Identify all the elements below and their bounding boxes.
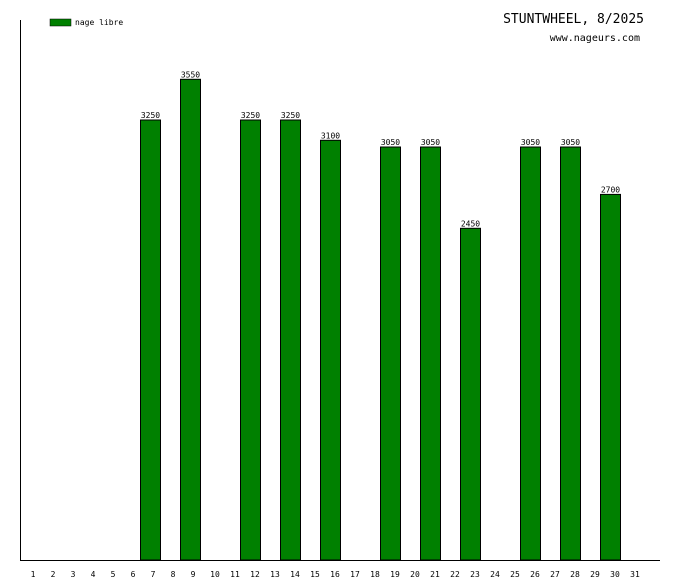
x-tick-label: 14 xyxy=(290,570,300,579)
bar-value-label: 3550 xyxy=(181,70,200,79)
bar xyxy=(600,193,621,561)
x-tick-label: 11 xyxy=(230,570,240,579)
bar xyxy=(180,78,201,561)
bar-value-label: 3050 xyxy=(521,138,540,147)
bar xyxy=(560,146,581,561)
x-tick-label: 8 xyxy=(171,570,176,579)
bar-value-label: 3050 xyxy=(561,138,580,147)
bar xyxy=(140,119,161,561)
bar-value-label: 2700 xyxy=(601,185,620,194)
x-tick-label: 15 xyxy=(310,570,320,579)
x-tick-label: 19 xyxy=(390,570,400,579)
x-tick-label: 20 xyxy=(410,570,420,579)
bar xyxy=(280,119,301,561)
x-tick-label: 30 xyxy=(610,570,620,579)
legend-label: nage libre xyxy=(75,18,123,27)
bar xyxy=(320,139,341,561)
x-tick-label: 23 xyxy=(470,570,480,579)
x-tick-label: 18 xyxy=(370,570,380,579)
x-tick-label: 16 xyxy=(330,570,340,579)
x-tick-label: 24 xyxy=(490,570,500,579)
x-tick-label: 3 xyxy=(71,570,76,579)
x-tick-label: 26 xyxy=(530,570,540,579)
data-labels: 3250 3550 3250 3250 3100 3050 3050 2450 3050 3050… xyxy=(141,70,620,228)
x-tick-label: 7 xyxy=(151,570,156,579)
x-tick-label: 12 xyxy=(250,570,260,579)
bar xyxy=(240,119,261,561)
x-tick-label: 13 xyxy=(270,570,280,579)
x-tick-label: 4 xyxy=(91,570,96,579)
x-tick-labels: 1 2 3 4 5 6 7 8 9 10 11 12 13 14 15 16 17 18 19 20 21 22 23 24 2… xyxy=(31,570,640,579)
x-tick-label: 5 xyxy=(111,570,116,579)
bar-value-label: 3250 xyxy=(241,111,260,120)
bar-value-label: 3050 xyxy=(421,138,440,147)
x-tick-label: 17 xyxy=(350,570,360,579)
bar-value-label: 2450 xyxy=(461,219,480,228)
bar xyxy=(520,146,541,561)
x-tick-label: 22 xyxy=(450,570,460,579)
bar xyxy=(460,227,481,561)
bar xyxy=(380,146,401,561)
chart-subtitle: www.nageurs.com xyxy=(550,33,640,44)
x-tick-label: 6 xyxy=(131,570,136,579)
x-tick-label: 25 xyxy=(510,570,520,579)
x-tick-label: 10 xyxy=(210,570,220,579)
bars xyxy=(140,78,621,561)
x-tick-label: 28 xyxy=(570,570,580,579)
bar-value-label: 3250 xyxy=(281,111,300,120)
chart-title: STUNTWHEEL, 8/2025 xyxy=(503,12,644,27)
x-tick-label: 27 xyxy=(550,570,560,579)
legend-swatch xyxy=(49,18,72,27)
bar-value-label: 3050 xyxy=(381,138,400,147)
x-tick-label: 31 xyxy=(630,570,640,579)
x-tick-label: 21 xyxy=(430,570,440,579)
bar xyxy=(420,146,441,561)
x-tick-label: 2 xyxy=(51,570,56,579)
x-tick-label: 1 xyxy=(31,570,36,579)
bar-value-label: 3100 xyxy=(321,131,340,140)
x-tick-label: 9 xyxy=(191,570,196,579)
legend: nage libre xyxy=(49,18,123,27)
bar-value-label: 3250 xyxy=(141,111,160,120)
x-tick-label: 29 xyxy=(590,570,600,579)
